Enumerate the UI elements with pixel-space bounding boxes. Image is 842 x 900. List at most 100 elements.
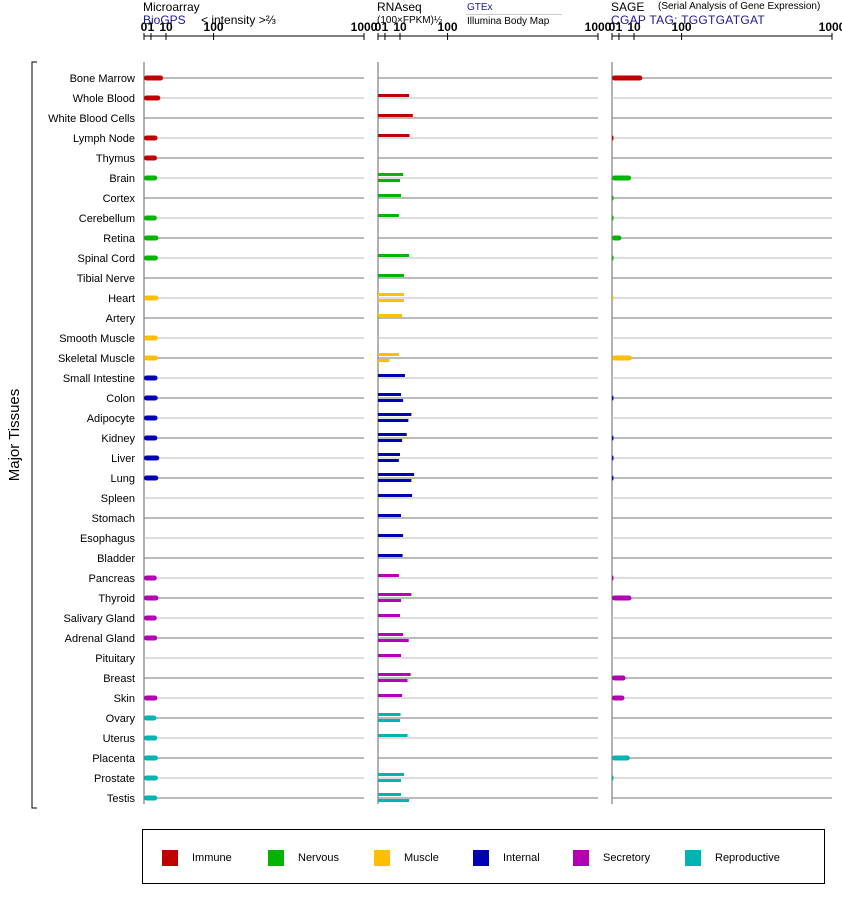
rnaseq-source-link[interactable]: GTEx xyxy=(467,2,493,13)
sage-tick-label: 100 xyxy=(672,20,692,34)
tissue-label-thymus: Thymus xyxy=(96,153,136,165)
tissue-label-smooth-muscle: Smooth Muscle xyxy=(59,333,135,345)
tissue-label-prostate: Prostate xyxy=(94,773,135,785)
tissue-label-testis: Testis xyxy=(107,793,136,805)
major-tissues-label: Major Tissues xyxy=(6,389,23,482)
microarray-tick-label: 100 xyxy=(204,20,224,34)
sage-bar-heart xyxy=(612,295,614,301)
rnaseq-bar-bodymap-testis xyxy=(378,799,410,802)
tissue-label-small-intestine: Small Intestine xyxy=(63,373,135,385)
legend: Immune Nervous Muscle Internal Secretory… xyxy=(142,829,825,884)
rnaseq-bar-bodymap-lung xyxy=(378,479,412,482)
tissue-label-spinal-cord: Spinal Cord xyxy=(78,253,135,265)
rnaseq-bar-bodymap-skeletal-muscle xyxy=(378,359,390,362)
legend-swatch-immune xyxy=(162,850,178,866)
rnaseq-bar-bodymap-colon xyxy=(378,399,404,402)
rnaseq-title: RNAseq xyxy=(377,0,422,14)
rnaseq-bar-whole-blood xyxy=(378,94,410,97)
sage-bar-skeletal-muscle xyxy=(612,355,632,361)
legend-label-nervous: Nervous xyxy=(298,852,339,864)
legend-label-muscle: Muscle xyxy=(404,852,439,864)
tissue-label-salivary-gland: Salivary Gland xyxy=(63,613,135,625)
sage-bar-cortex xyxy=(612,195,614,201)
legend-swatch-nervous xyxy=(268,850,284,866)
microarray-bar-heart xyxy=(144,295,159,301)
microarray-bar-cerebellum xyxy=(144,215,157,221)
rnaseq-bar-bodymap-adipocyte xyxy=(378,419,409,422)
sage-bar-thyroid xyxy=(612,595,632,601)
tissue-label-heart: Heart xyxy=(108,293,135,305)
microarray-bar-whole-blood xyxy=(144,95,161,101)
microarray-bar-liver xyxy=(144,455,160,461)
microarray-bar-retina xyxy=(144,235,159,241)
rnaseq-bar-spleen xyxy=(378,494,413,497)
rnaseq-source-divider xyxy=(466,14,562,15)
sage-bar-lymph-node xyxy=(612,135,614,141)
rnaseq-bar-skin xyxy=(378,694,403,697)
microarray-bar-uterus xyxy=(144,735,158,741)
microarray-bar-smooth-muscle xyxy=(144,335,158,341)
microarray-source[interactable]: BioGPS xyxy=(143,13,186,27)
microarray-bar-bone-marrow xyxy=(144,75,164,81)
tissue-label-placenta: Placenta xyxy=(92,753,136,765)
rnaseq-bar-stomach xyxy=(378,514,402,517)
tissue-label-skin: Skin xyxy=(114,693,135,705)
legend-swatch-muscle xyxy=(374,850,390,866)
tissue-label-artery: Artery xyxy=(106,313,136,325)
legend-item-reproductive: Reproductive xyxy=(685,850,780,866)
legend-item-secretory: Secretory xyxy=(573,850,650,866)
tissue-label-ovary: Ovary xyxy=(106,713,136,725)
tissue-label-skeletal-muscle: Skeletal Muscle xyxy=(58,353,135,365)
rnaseq-bar-gtex-adrenal-gland xyxy=(378,633,404,636)
tissue-label-pancreas: Pancreas xyxy=(89,573,136,585)
microarray-bar-skin xyxy=(144,695,158,701)
sage-bar-skin xyxy=(612,695,625,701)
microarray-bar-spinal-cord xyxy=(144,255,158,261)
rnaseq-bar-salivary-gland xyxy=(378,614,400,617)
rnaseq-tick-label: 1 xyxy=(382,20,389,34)
tissue-label-brain: Brain xyxy=(109,173,135,185)
tissue-label-liver: Liver xyxy=(111,453,135,465)
tissue-label-kidney: Kidney xyxy=(101,433,135,445)
legend-label-immune: Immune xyxy=(192,852,232,864)
rnaseq-bar-bodymap-ovary xyxy=(378,719,400,722)
rnaseq-source-sub: Illumina Body Map xyxy=(467,16,550,27)
rnaseq-bar-pancreas xyxy=(378,574,399,577)
microarray-bar-skeletal-muscle xyxy=(144,355,158,361)
rnaseq-bar-gtex-thyroid xyxy=(378,593,412,596)
sage-tick-label: 10 xyxy=(627,20,641,34)
rnaseq-bar-uterus xyxy=(378,734,408,737)
rnaseq-bar-gtex-heart xyxy=(378,293,405,296)
sage-title: SAGE xyxy=(611,0,645,14)
sage-tag[interactable]: CGAP TAG: TGGTGATGAT xyxy=(611,13,766,27)
sage-bar-prostate xyxy=(612,775,614,781)
rnaseq-bar-cortex xyxy=(378,194,402,197)
rnaseq-bar-bodymap-kidney xyxy=(378,439,403,442)
microarray-bar-kidney xyxy=(144,435,158,441)
rnaseq-bar-pituitary xyxy=(378,654,402,657)
rnaseq-bar-gtex-lung xyxy=(378,473,415,476)
tissue-label-lymph-node: Lymph Node xyxy=(73,133,135,145)
microarray-bar-adrenal-gland xyxy=(144,635,158,641)
rnaseq-tick-label: 10 xyxy=(393,20,407,34)
sage-bar-placenta xyxy=(612,755,630,761)
rnaseq-bar-gtex-breast xyxy=(378,673,411,676)
rnaseq-bar-gtex-testis xyxy=(378,793,402,796)
tissue-label-spleen: Spleen xyxy=(101,493,135,505)
rnaseq-bar-gtex-adipocyte xyxy=(378,413,412,416)
rnaseq-bar-bodymap-heart xyxy=(378,299,405,302)
rnaseq-bar-bodymap-brain xyxy=(378,179,400,182)
sage-bar-colon xyxy=(612,395,614,401)
rnaseq-tick-label: 1000 xyxy=(585,20,612,34)
rnaseq-bar-gtex-kidney xyxy=(378,433,407,436)
rnaseq-bar-bodymap-thyroid xyxy=(378,599,402,602)
microarray-bar-placenta xyxy=(144,755,158,761)
sage-tick-label: 1 xyxy=(616,20,623,34)
microarray-bar-lymph-node xyxy=(144,135,158,141)
microarray-bar-thyroid xyxy=(144,595,159,601)
microarray-tick-label: 10 xyxy=(159,20,173,34)
rnaseq-bar-small-intestine xyxy=(378,374,405,377)
rnaseq-bar-white-blood-cells xyxy=(378,114,413,117)
rnaseq-tick-label: 100 xyxy=(438,20,458,34)
microarray-bar-salivary-gland xyxy=(144,615,157,621)
